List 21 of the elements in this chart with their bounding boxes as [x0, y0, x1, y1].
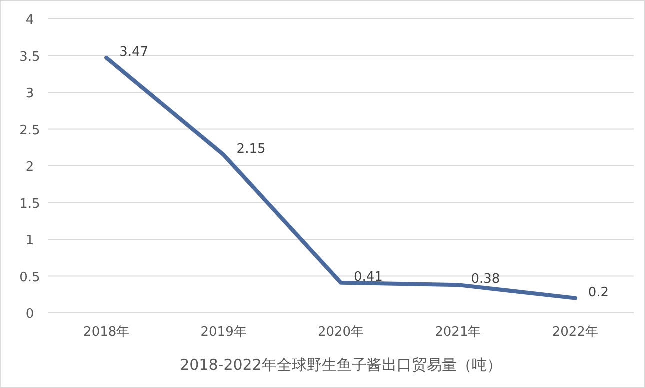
y-tick-label: 3.5	[20, 50, 40, 65]
y-tick-label: 2	[26, 160, 34, 175]
data-label: 2.15	[236, 142, 266, 157]
y-tick-label: 1	[26, 234, 34, 248]
y-tick-label: 4	[26, 13, 34, 28]
data-label: 0.38	[471, 272, 500, 288]
x-tick-label: 2022年	[552, 325, 598, 340]
data-label: 0.2	[588, 285, 610, 300]
x-tick-label: 2020年	[318, 325, 364, 340]
y-tick-label: 1.5	[20, 196, 40, 212]
x-tick-label: 2018年	[84, 325, 130, 340]
data-label: 3.47	[120, 44, 149, 60]
y-tick-label: 0	[26, 307, 34, 322]
data-label: 0.41	[354, 270, 383, 285]
y-tick-label: 0.5	[20, 270, 40, 286]
y-tick-label: 3	[26, 86, 34, 102]
y-tick-label: 2.5	[20, 123, 40, 138]
line-series	[104, 56, 578, 300]
x-tick-label: 2021年	[435, 325, 482, 340]
text: 2018-2022年全球野生鱼子酱出口贸易量（吨）	[180, 356, 502, 374]
x-tick-label: 2019年	[200, 325, 247, 340]
